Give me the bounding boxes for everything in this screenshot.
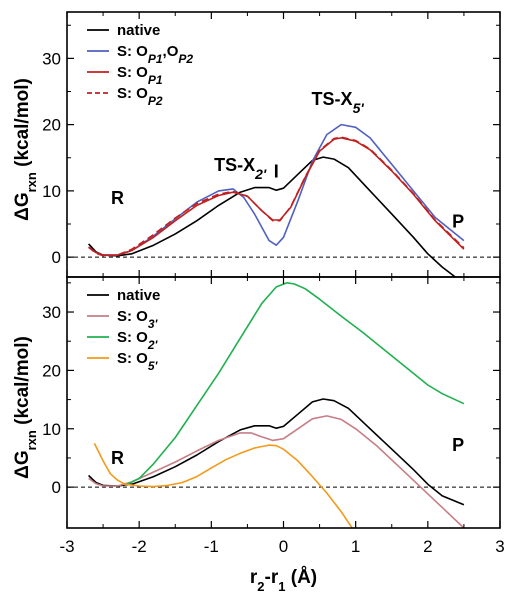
series-line-3 bbox=[88, 136, 465, 257]
annotation-TS-X2': TS-X2' bbox=[214, 155, 267, 182]
annotation-TS-X5': TS-X5' bbox=[312, 89, 365, 116]
x-axis-label: r2-r1 (Å) bbox=[250, 567, 317, 593]
legend-label-3: S: OP2 bbox=[117, 85, 163, 108]
y-axis-label: ΔGrxn (kcal/mol) bbox=[12, 336, 39, 479]
y-axis-label: ΔGrxn (kcal/mol) bbox=[12, 78, 39, 221]
annotation-P: P bbox=[452, 435, 464, 455]
legend-label-1: S: O3' bbox=[117, 308, 159, 331]
y-tick-label: 30 bbox=[42, 49, 61, 68]
y-tick-label: 10 bbox=[42, 420, 61, 439]
x-tick-label: -1 bbox=[204, 537, 219, 556]
series-line-2 bbox=[88, 137, 465, 256]
annotation-R: R bbox=[111, 188, 124, 208]
y-tick-label: 20 bbox=[42, 116, 61, 135]
series-line-2 bbox=[124, 282, 465, 487]
y-tick-label: 20 bbox=[42, 361, 61, 380]
x-tick-label: -2 bbox=[132, 537, 147, 556]
x-tick-label: 0 bbox=[279, 537, 288, 556]
y-tick-label: 10 bbox=[42, 182, 61, 201]
x-tick-label: 3 bbox=[495, 537, 504, 556]
y-tick-label: 0 bbox=[52, 478, 61, 497]
legend-label-2: S: O2' bbox=[117, 329, 159, 352]
annotation-I: I bbox=[274, 162, 279, 182]
legend-label-1: S: OP1,OP2 bbox=[117, 43, 193, 66]
series-line-3 bbox=[93, 443, 353, 528]
annotation-P: P bbox=[452, 211, 464, 231]
legend-label-3: S: O5' bbox=[117, 350, 159, 373]
legend-label-0: native bbox=[117, 22, 160, 39]
series-line-0 bbox=[88, 398, 465, 506]
legend-label-2: S: OP1 bbox=[117, 64, 163, 87]
series-line-0 bbox=[88, 156, 457, 277]
x-tick-label: 1 bbox=[351, 537, 360, 556]
legend-label-0: native bbox=[117, 287, 160, 304]
x-tick-label: -3 bbox=[59, 537, 74, 556]
y-tick-label: 0 bbox=[52, 248, 61, 267]
y-tick-label: 30 bbox=[42, 303, 61, 322]
annotation-R: R bbox=[111, 448, 124, 468]
x-tick-label: 2 bbox=[423, 537, 432, 556]
